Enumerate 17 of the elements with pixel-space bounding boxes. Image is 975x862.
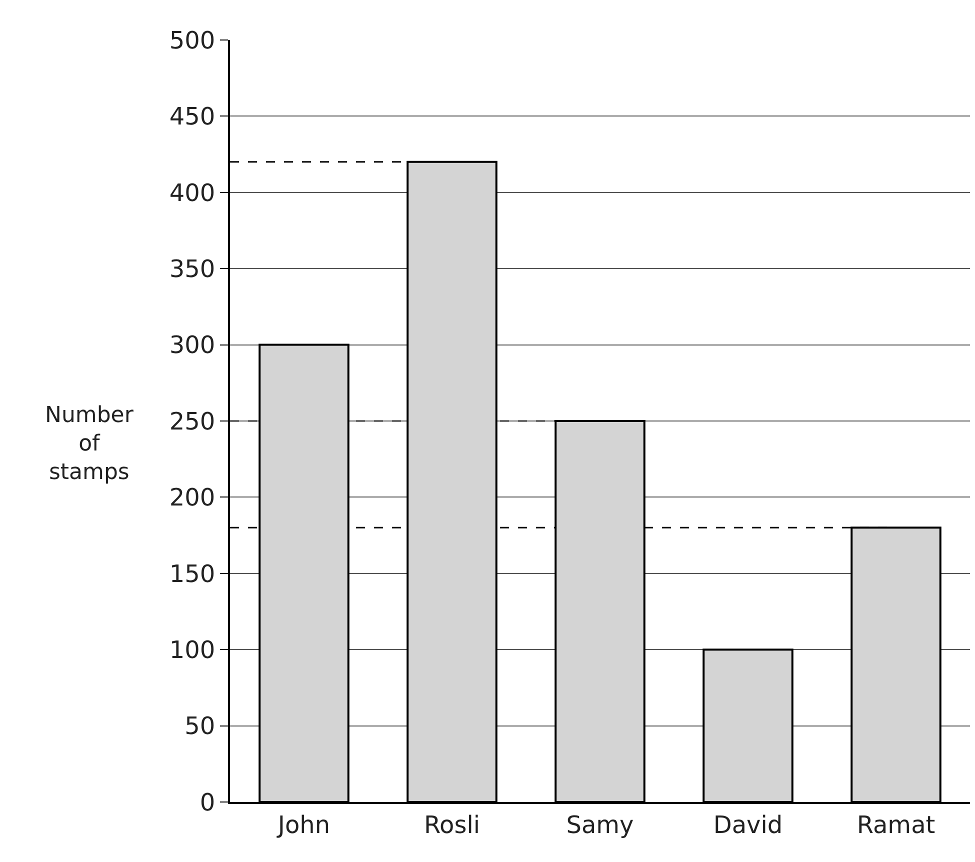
y-tick-label: 100 [169, 636, 216, 664]
y-tick-label: 500 [169, 26, 216, 54]
y-tick-label: 50 [184, 712, 216, 740]
y-tick-label: 150 [169, 560, 216, 588]
y-tick-label: 450 [169, 102, 216, 131]
y-tick-label: 400 [169, 178, 216, 207]
x-tick-label: Rosli [424, 810, 480, 839]
y-tick-label: 350 [169, 255, 216, 283]
y-tick-label: 0 [200, 788, 216, 816]
y-tick-label: 300 [169, 331, 216, 360]
x-tick-label: Samy [566, 810, 634, 839]
y-axis-title: Number of stamps [45, 403, 134, 486]
y-tick-label: 200 [169, 484, 216, 512]
x-tick-label: John [276, 810, 330, 839]
y-tick-label: 250 [169, 407, 216, 436]
x-tick-label: Ramat [856, 810, 936, 839]
x-tick-label: David [713, 810, 783, 839]
